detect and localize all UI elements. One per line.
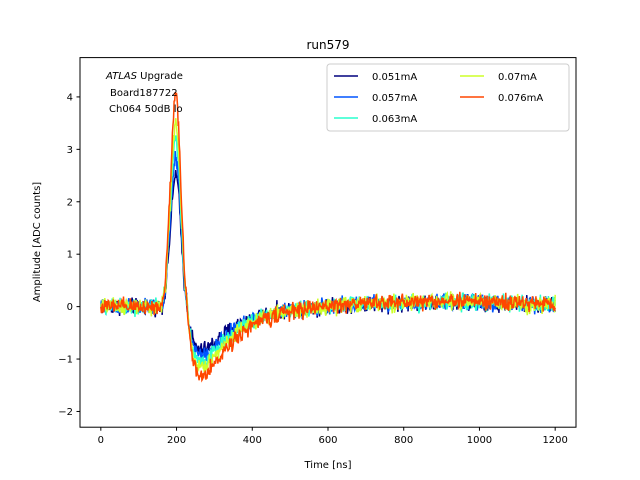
x-tick-label: 1200 [542,435,567,446]
series-line [100,91,556,383]
y-axis-label: Amplitude [ADC counts] [32,182,43,302]
y-tick-label: −1 [58,355,73,366]
legend-label: 0.076mA [498,93,543,104]
x-tick-label: 0 [98,435,104,446]
x-axis-label: Time [ns] [303,460,351,471]
legend-label: 0.063mA [372,114,417,125]
annotation: ATLAS Upgrade Board187722 Ch064 50dB lo [105,71,183,115]
annotation-upgrade: Upgrade [137,71,183,82]
x-tick-label: 600 [318,435,337,446]
legend-label: 0.051mA [372,72,417,83]
x-tick-label: 200 [167,435,186,446]
y-tick-label: −2 [58,407,73,418]
svg-text:ATLAS Upgrade: ATLAS Upgrade [105,71,183,82]
annotation-channel: Ch064 50dB lo [109,104,183,115]
y-tick-label: 4 [67,92,73,103]
chart-title: run579 [306,38,349,52]
x-tick-label: 800 [394,435,413,446]
y-tick-label: 3 [67,145,73,156]
x-tick-label: 1000 [467,435,492,446]
legend-label: 0.07mA [498,72,537,83]
annotation-board: Board187722 [110,88,178,99]
annotation-atlas: ATLAS [105,71,138,82]
legend-box [326,63,570,132]
legend: 0.051mA 0.057mA 0.063mA 0.07mA 0.076mA [326,63,570,132]
legend-label: 0.057mA [372,93,417,104]
y-tick-label: 1 [67,250,73,261]
y-tick-label: 0 [67,302,73,313]
x-tick-label: 400 [243,435,262,446]
plot-frame [79,57,577,428]
y-tick-label: 2 [67,197,73,208]
